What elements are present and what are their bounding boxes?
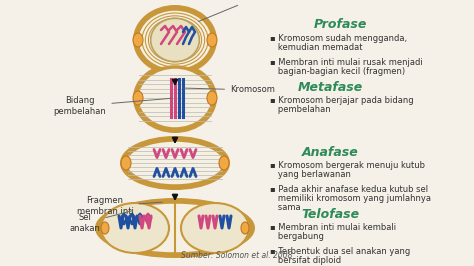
Ellipse shape xyxy=(133,5,217,75)
Ellipse shape xyxy=(207,33,217,47)
Ellipse shape xyxy=(125,140,225,186)
Text: ▪ Kromosom sudah mengganda,: ▪ Kromosom sudah mengganda, xyxy=(270,34,407,43)
Text: ▪ Membran inti mulai kembali: ▪ Membran inti mulai kembali xyxy=(270,223,396,232)
Text: ▪ Kromosom berjajar pada bidang: ▪ Kromosom berjajar pada bidang xyxy=(270,96,414,105)
Ellipse shape xyxy=(120,136,230,190)
Ellipse shape xyxy=(121,156,131,170)
Ellipse shape xyxy=(137,67,213,129)
Text: Membran inti: Membran inti xyxy=(199,0,286,22)
Text: Sel
anakan: Sel anakan xyxy=(70,211,132,233)
Text: ▪ Kromosom bergerak menuju kutub: ▪ Kromosom bergerak menuju kutub xyxy=(270,161,425,170)
Text: ▪ Pada akhir anafase kedua kutub sel: ▪ Pada akhir anafase kedua kutub sel xyxy=(270,185,428,194)
Ellipse shape xyxy=(101,203,169,253)
Ellipse shape xyxy=(133,91,143,105)
Text: kemudian memadat: kemudian memadat xyxy=(270,43,363,52)
Ellipse shape xyxy=(151,18,200,62)
Ellipse shape xyxy=(207,91,217,105)
Ellipse shape xyxy=(133,33,143,47)
Ellipse shape xyxy=(133,63,217,133)
Text: sama: sama xyxy=(270,203,301,212)
Text: ▪ Membran inti mulai rusak menjadi: ▪ Membran inti mulai rusak menjadi xyxy=(270,58,423,67)
Text: Metafase: Metafase xyxy=(297,81,363,94)
Ellipse shape xyxy=(241,222,249,234)
Text: Anafase: Anafase xyxy=(301,146,358,159)
Text: Sumber: Solomon et al. 2008: Sumber: Solomon et al. 2008 xyxy=(181,251,293,260)
Ellipse shape xyxy=(101,222,109,234)
Text: bersifat diploid: bersifat diploid xyxy=(270,256,341,265)
Text: bagian-bagian kecil (fragmen): bagian-bagian kecil (fragmen) xyxy=(270,67,405,76)
Text: Profase: Profase xyxy=(313,18,367,31)
Text: yang berlawanan: yang berlawanan xyxy=(270,170,351,179)
Text: ▪ Terbentuk dua sel anakan yang: ▪ Terbentuk dua sel anakan yang xyxy=(270,247,410,256)
Text: memiliki kromosom yang jumlahnya: memiliki kromosom yang jumlahnya xyxy=(270,194,431,203)
Ellipse shape xyxy=(181,203,249,253)
Ellipse shape xyxy=(219,156,229,170)
Text: Bidang
pembelahan: Bidang pembelahan xyxy=(54,96,172,116)
Ellipse shape xyxy=(137,9,213,71)
Text: Telofase: Telofase xyxy=(301,208,359,221)
Text: Fragmen
membran inti: Fragmen membran inti xyxy=(77,196,162,216)
Ellipse shape xyxy=(95,198,255,258)
Text: Kromosom: Kromosom xyxy=(184,85,275,94)
Text: bergabung: bergabung xyxy=(270,232,324,241)
Text: pembelahan: pembelahan xyxy=(270,105,331,114)
Ellipse shape xyxy=(99,202,251,254)
